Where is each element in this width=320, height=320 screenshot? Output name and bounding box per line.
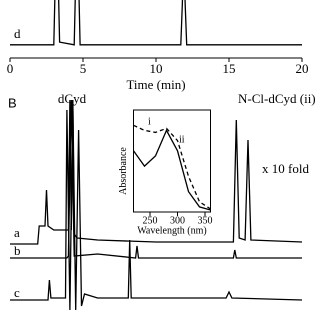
x-tick-label: 5	[80, 61, 87, 76]
trace-label: c	[14, 285, 20, 300]
plot	[10, 99, 303, 311]
trace	[10, 99, 303, 311]
trace-label: ii	[179, 134, 185, 145]
trace-label: i	[148, 116, 151, 127]
trace-label: d	[14, 26, 21, 41]
x-axis-label: Time (min)	[126, 77, 185, 92]
x-tick-label: 300	[170, 215, 185, 226]
x-tick-label: 350	[198, 215, 213, 226]
annotation: dCyd	[58, 91, 87, 106]
trace	[132, 128, 211, 211]
inset-frame	[133, 109, 211, 213]
trace	[133, 124, 211, 210]
trace	[10, 0, 302, 46]
x-tick-label: 15	[223, 61, 236, 76]
trace	[10, 99, 302, 259]
x-tick-label: 20	[296, 61, 309, 76]
trace-label: a	[14, 225, 20, 240]
y-axis-label: Absorbance	[118, 147, 129, 195]
x-tick-label: 0	[7, 61, 14, 76]
plot	[132, 124, 211, 211]
x-tick-label: 10	[150, 61, 163, 76]
panel-label: B	[8, 95, 17, 110]
plot	[10, 0, 302, 46]
x-axis-label: Wavelength (nm)	[137, 225, 206, 236]
x-tick-label: 250	[143, 215, 158, 226]
trace-label: b	[14, 243, 21, 258]
annotation: x 10 fold	[262, 161, 309, 176]
annotation: N-Cl-dCyd (ii)	[238, 91, 316, 106]
